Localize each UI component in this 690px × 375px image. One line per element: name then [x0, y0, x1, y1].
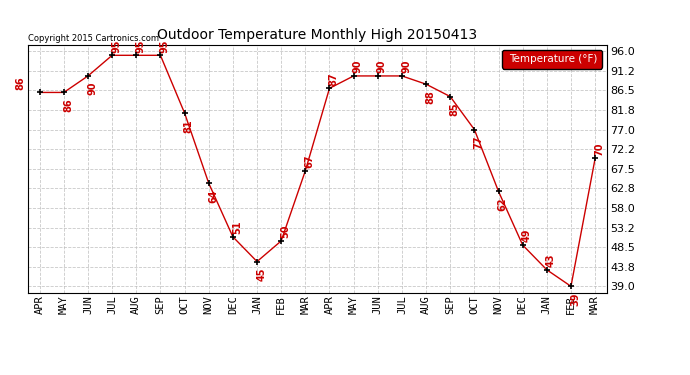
Text: 87: 87	[328, 72, 339, 86]
Text: 95: 95	[111, 39, 121, 53]
Text: 70: 70	[594, 142, 604, 156]
Text: 50: 50	[280, 225, 290, 238]
Text: 39: 39	[570, 292, 580, 306]
Text: 85: 85	[449, 102, 460, 116]
Legend: Temperature (°F): Temperature (°F)	[502, 50, 602, 69]
Text: Copyright 2015 Cartronics.com: Copyright 2015 Cartronics.com	[28, 33, 159, 42]
Text: 86: 86	[63, 98, 73, 112]
Text: 49: 49	[522, 229, 532, 242]
Title: Outdoor Temperature Monthly High 20150413: Outdoor Temperature Monthly High 2015041…	[157, 28, 477, 42]
Text: 88: 88	[425, 90, 435, 104]
Text: 90: 90	[401, 60, 411, 73]
Text: 81: 81	[184, 119, 194, 132]
Text: 90: 90	[353, 60, 363, 73]
Text: 95: 95	[159, 39, 170, 53]
Text: 86: 86	[15, 76, 26, 90]
Text: 90: 90	[377, 60, 387, 73]
Text: 62: 62	[497, 197, 508, 211]
Text: 67: 67	[304, 154, 315, 168]
Text: 90: 90	[87, 82, 97, 95]
Text: 77: 77	[473, 135, 484, 149]
Text: 45: 45	[256, 267, 266, 281]
Text: 64: 64	[208, 189, 218, 202]
Text: 51: 51	[232, 220, 242, 234]
Text: 95: 95	[135, 39, 146, 53]
Text: 43: 43	[546, 254, 556, 267]
